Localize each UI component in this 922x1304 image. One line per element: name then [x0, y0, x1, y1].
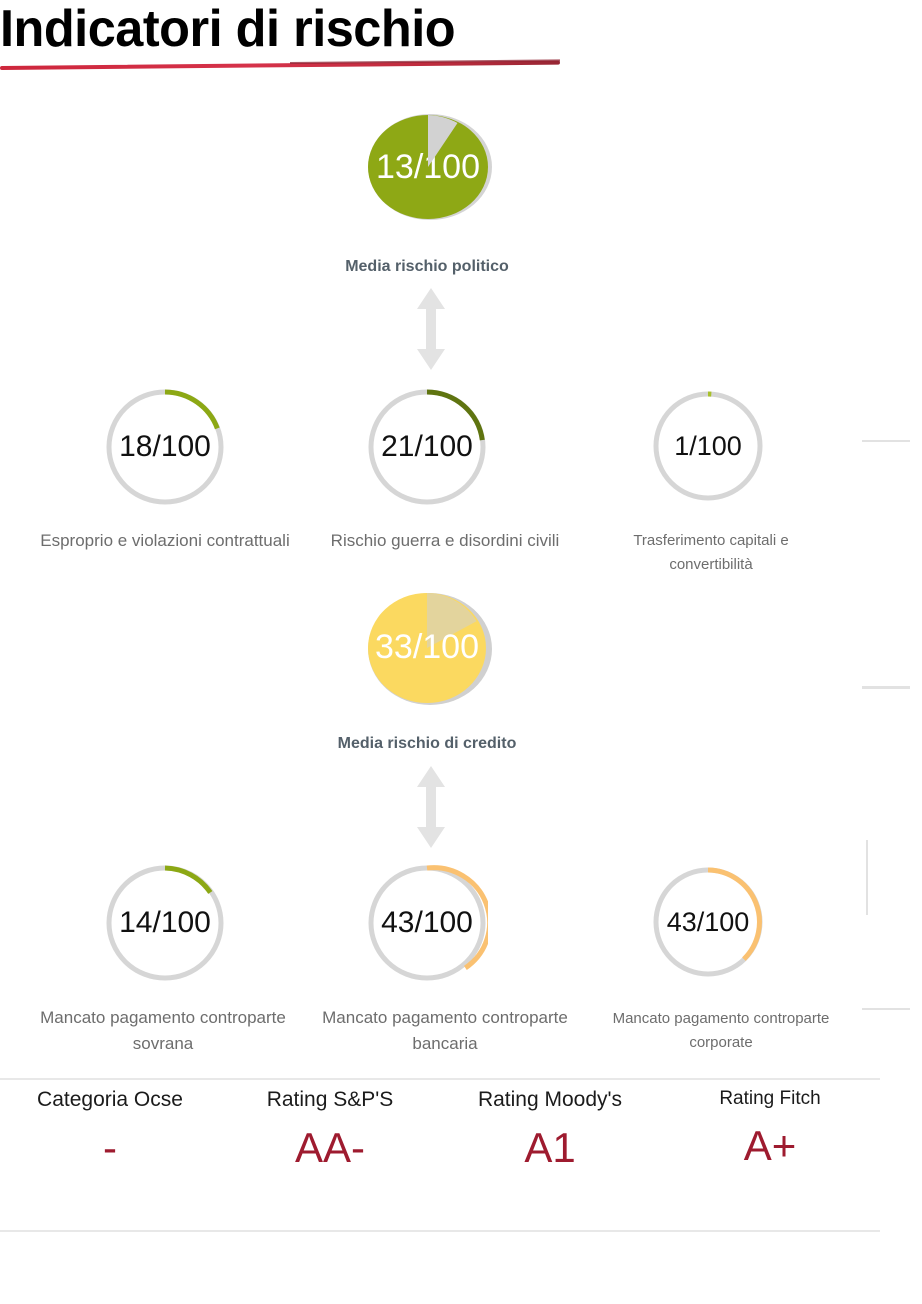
gauge-value-mancato-corporate: 43/100 [666, 907, 750, 937]
rating-header-sp: Rating S&P'S [266, 1088, 394, 1111]
gauge-media-rischio-politico: 13/100 [366, 113, 494, 221]
label-trasferimento-capitali: Trasferimento capitali e convertibilità [633, 532, 789, 573]
rating-value-fitch: A+ [743, 1122, 797, 1169]
gauge-esproprio: 18/100 [104, 387, 226, 507]
gauge-trasferimento-capitali: 1/100 [651, 390, 765, 503]
label-mancato-corporate: Mancato pagamento controparte corporate [612, 1010, 830, 1051]
rating-header-fitch: Rating Fitch [719, 1088, 821, 1109]
edge-divider-3 [862, 1008, 910, 1010]
connector-arrow-politico [414, 286, 448, 377]
gauge-value-mancato-bancaria: 43/100 [381, 906, 473, 939]
edge-divider-2 [862, 686, 910, 689]
gauge-mancato-bancaria: 43/100 [366, 863, 488, 983]
gauge-value-media-rischio-credito: 33/100 [375, 628, 479, 666]
gauge-mancato-corporate: 43/100 [651, 866, 765, 979]
gauge-value-trasferimento-capitali: 1/100 [674, 431, 742, 461]
gauge-media-rischio-credito: 33/100 [366, 591, 494, 706]
rating-value-sp: AA- [294, 1124, 365, 1171]
rating-header-categoria-ocse: Categoria Ocse [37, 1088, 183, 1111]
rating-value-moodys: A1 [524, 1124, 576, 1171]
rating-header-moodys: Rating Moody's [477, 1088, 623, 1111]
page-title: Indicatori di rischio [0, 0, 456, 58]
gauge-value-esproprio: 18/100 [119, 430, 211, 463]
rating-cell-fitch: Rating Fitch A+ [660, 1088, 880, 1172]
rating-value-categoria-ocse: - [103, 1124, 117, 1171]
gauge-value-rischio-guerra: 21/100 [381, 430, 473, 463]
label-esproprio: Esproprio e violazioni contrattuali [40, 531, 290, 550]
ratings-top-divider [0, 1078, 880, 1080]
label-mancato-bancaria: Mancato pagamento controparte bancaria [322, 1008, 568, 1053]
edge-vertical-rule [866, 840, 868, 915]
page-header: Indicatori di rischio [0, 0, 922, 90]
edge-divider-1 [862, 440, 910, 442]
connector-arrow-credito [414, 764, 448, 855]
label-rischio-guerra: Rischio guerra e disordini civili [330, 531, 560, 550]
gauge-value-media-rischio-politico: 13/100 [376, 147, 480, 186]
label-media-rischio-credito: Media rischio di credito [337, 735, 517, 752]
gauge-mancato-sovrana: 14/100 [104, 863, 226, 983]
rating-cell-moodys: Rating Moody's A1 [440, 1088, 660, 1172]
rating-cell-sp: Rating S&P'S AA- [220, 1088, 440, 1172]
ratings-bottom-divider [0, 1230, 880, 1232]
ratings-row: Categoria Ocse - Rating S&P'S AA- Rating… [0, 1088, 880, 1172]
rating-cell-categoria-ocse: Categoria Ocse - [0, 1088, 220, 1172]
gauge-rischio-guerra: 21/100 [366, 387, 488, 507]
label-mancato-sovrana: Mancato pagamento controparte sovrana [40, 1008, 286, 1053]
label-media-rischio-politico: Media rischio politico [345, 258, 509, 275]
gauge-value-mancato-sovrana: 14/100 [119, 906, 211, 939]
